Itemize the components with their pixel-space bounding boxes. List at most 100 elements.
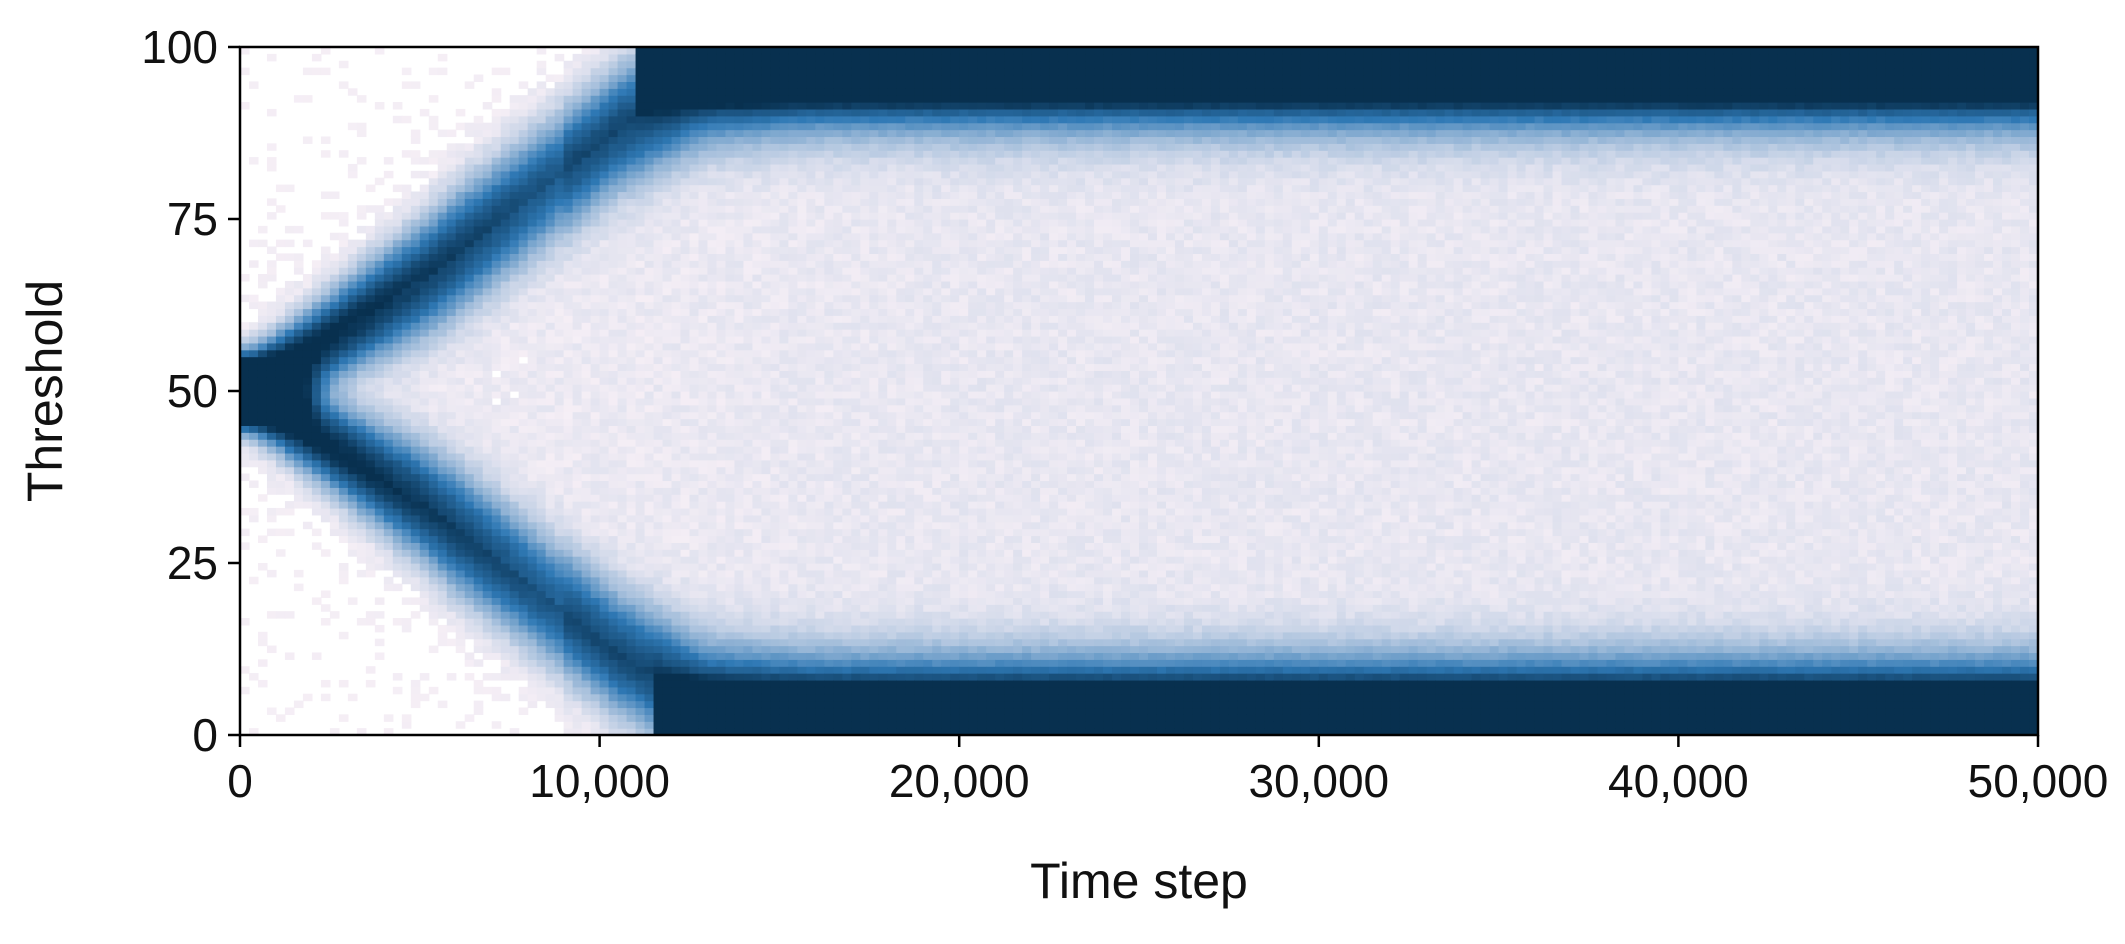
heatmap-cell xyxy=(410,549,421,557)
heatmap-cell xyxy=(680,618,691,626)
heatmap-cell xyxy=(725,638,736,647)
heatmap-cell xyxy=(644,473,655,482)
heatmap-cell xyxy=(527,569,538,578)
heatmap-cell xyxy=(581,163,592,172)
heatmap-cell xyxy=(635,335,646,344)
heatmap-cell xyxy=(743,246,754,254)
heatmap-cell xyxy=(320,501,331,509)
heatmap-cell xyxy=(428,315,439,323)
heatmap-cell xyxy=(455,459,466,468)
heatmap-cell xyxy=(383,535,394,543)
heatmap-cell xyxy=(779,397,789,406)
heatmap-cell xyxy=(626,246,637,254)
heatmap-cell xyxy=(797,604,807,612)
heatmap-cell xyxy=(275,349,286,358)
heatmap-cell xyxy=(509,280,520,289)
heatmap-cell xyxy=(338,301,349,310)
heatmap-cell xyxy=(356,425,367,433)
heatmap-cell xyxy=(590,377,601,385)
heatmap-cell xyxy=(770,81,780,89)
heatmap-cell xyxy=(770,583,780,592)
heatmap-cell xyxy=(698,53,709,62)
heatmap-cell xyxy=(725,370,736,378)
heatmap-cell xyxy=(464,225,475,234)
heatmap-cell xyxy=(518,480,529,488)
heatmap-cell xyxy=(608,274,619,282)
heatmap-cell xyxy=(797,239,807,248)
heatmap-cell xyxy=(590,329,601,337)
heatmap-cell xyxy=(626,673,637,681)
heatmap-cell xyxy=(329,439,340,447)
heatmap-cell xyxy=(311,315,322,323)
heatmap-cell xyxy=(536,67,547,76)
heatmap-cell xyxy=(527,184,538,193)
heatmap-cell xyxy=(473,315,484,323)
heatmap-cell xyxy=(716,597,727,605)
heatmap-cell xyxy=(662,267,673,275)
heatmap-cell xyxy=(365,315,376,323)
heatmap-cell xyxy=(455,576,466,585)
heatmap-cell xyxy=(761,624,772,633)
heatmap-cell xyxy=(302,67,313,76)
heatmap-cell xyxy=(653,315,664,323)
heatmap-cell xyxy=(779,487,789,495)
heatmap-cell xyxy=(428,115,439,124)
heatmap-cell xyxy=(716,102,727,110)
heatmap-cell xyxy=(599,191,610,199)
heatmap-cell xyxy=(284,439,295,447)
heatmap-cell xyxy=(500,274,511,282)
heatmap-cell xyxy=(464,466,475,475)
heatmap-cell xyxy=(563,143,574,151)
heatmap-cell xyxy=(536,274,547,282)
heatmap-cell xyxy=(509,494,520,502)
heatmap-cell xyxy=(734,136,745,144)
heatmap-cell xyxy=(761,315,772,323)
heatmap-cell xyxy=(509,349,520,358)
heatmap-cell xyxy=(572,308,583,316)
heatmap-cell xyxy=(698,232,709,241)
heatmap-cell xyxy=(779,129,789,138)
heatmap-cell xyxy=(599,322,610,330)
heatmap-cell xyxy=(536,308,547,316)
heatmap-cell xyxy=(698,473,709,482)
heatmap-cell xyxy=(707,631,718,640)
heatmap-cell xyxy=(779,308,789,316)
heatmap-cell xyxy=(275,370,286,378)
heatmap-cell xyxy=(320,370,331,378)
heatmap-cell xyxy=(572,88,583,96)
heatmap-cell xyxy=(554,184,565,193)
heatmap-cell xyxy=(563,122,574,131)
heatmap-cell xyxy=(743,260,754,268)
heatmap-cell xyxy=(428,219,439,227)
heatmap-cell xyxy=(536,225,547,234)
heatmap-cell xyxy=(509,274,520,282)
heatmap-cell xyxy=(680,507,691,516)
heatmap-cell xyxy=(266,274,277,282)
heatmap-cell xyxy=(716,322,727,330)
heatmap-cell xyxy=(437,157,448,165)
heatmap-cell xyxy=(240,542,250,550)
heatmap-cell xyxy=(707,143,718,151)
heatmap-cell xyxy=(302,95,313,103)
heatmap-cell xyxy=(716,115,727,124)
heatmap-cell xyxy=(752,246,763,254)
heatmap-cell xyxy=(734,219,745,227)
heatmap-cell xyxy=(581,549,592,557)
heatmap-cell xyxy=(464,129,475,138)
heatmap-cell xyxy=(446,280,457,289)
heatmap-cell xyxy=(320,494,331,502)
heatmap-cell xyxy=(536,198,547,206)
heatmap-cell xyxy=(635,425,646,433)
heatmap-cell xyxy=(590,356,601,365)
heatmap-cell xyxy=(437,576,448,585)
heatmap-cell xyxy=(770,514,780,523)
heatmap-cell xyxy=(680,60,691,69)
heatmap-cell xyxy=(257,301,268,310)
heatmap-cell xyxy=(608,198,619,206)
heatmap-cell xyxy=(563,81,574,89)
heatmap-cell xyxy=(338,274,349,282)
heatmap-cell xyxy=(455,157,466,165)
heatmap-cell xyxy=(437,370,448,378)
heatmap-cell xyxy=(752,122,763,131)
heatmap-cell xyxy=(590,260,601,268)
